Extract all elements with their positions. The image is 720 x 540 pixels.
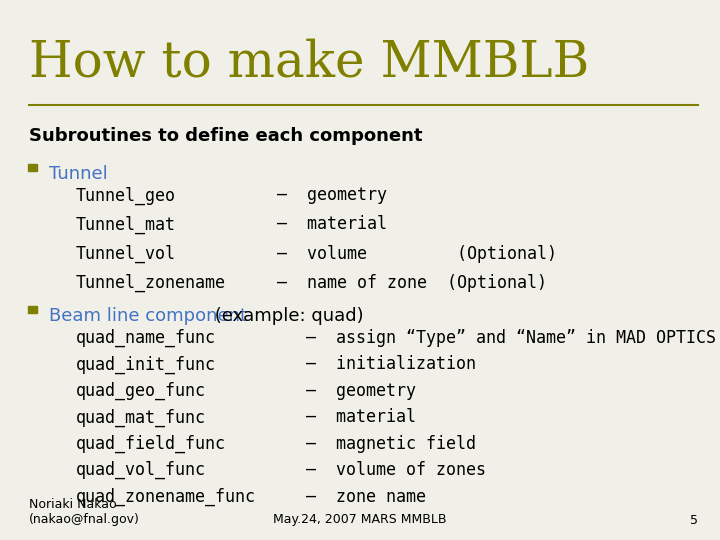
Text: Tunnel_zonename: Tunnel_zonename	[76, 274, 225, 292]
Text: Subroutines to define each component: Subroutines to define each component	[29, 127, 423, 145]
Text: –  geometry: – geometry	[277, 186, 387, 204]
Text: –  material: – material	[277, 215, 387, 233]
Text: –  initialization: – initialization	[306, 355, 476, 373]
Text: May.24, 2007 MARS MMBLB: May.24, 2007 MARS MMBLB	[274, 514, 446, 526]
Text: –  name of zone  (Optional): – name of zone (Optional)	[277, 274, 547, 292]
Text: –  volume         (Optional): – volume (Optional)	[277, 245, 557, 262]
Text: quad_zonename_func: quad_zonename_func	[76, 488, 256, 506]
Bar	[27, 164, 37, 171]
Text: quad_name_func: quad_name_func	[76, 329, 215, 347]
Bar	[27, 307, 37, 313]
Text: Tunnel: Tunnel	[49, 165, 108, 183]
Text: –  material: – material	[306, 408, 416, 426]
Text: (example: quad): (example: quad)	[209, 307, 364, 325]
Text: Tunnel_geo: Tunnel_geo	[76, 186, 176, 205]
Text: –  zone name: – zone name	[306, 488, 426, 505]
Text: –  geometry: – geometry	[306, 382, 416, 400]
Text: quad_field_func: quad_field_func	[76, 435, 225, 453]
Text: quad_vol_func: quad_vol_func	[76, 461, 206, 480]
Text: Tunnel_mat: Tunnel_mat	[76, 215, 176, 234]
Text: quad_mat_func: quad_mat_func	[76, 408, 206, 427]
Text: How to make MMBLB: How to make MMBLB	[29, 38, 589, 87]
Text: Tunnel_vol: Tunnel_vol	[76, 245, 176, 263]
Text: Beam line component: Beam line component	[49, 307, 247, 325]
Text: Noriaki Nakao
(nakao@fnal.gov): Noriaki Nakao (nakao@fnal.gov)	[29, 498, 140, 526]
Text: –  magnetic field: – magnetic field	[306, 435, 476, 453]
Text: quad_init_func: quad_init_func	[76, 355, 215, 374]
Text: –  volume of zones: – volume of zones	[306, 461, 486, 479]
Text: quad_geo_func: quad_geo_func	[76, 382, 206, 400]
Text: –  assign “Type” and “Name” in MAD OPTICS: – assign “Type” and “Name” in MAD OPTICS	[306, 329, 716, 347]
Text: 5: 5	[690, 514, 698, 526]
